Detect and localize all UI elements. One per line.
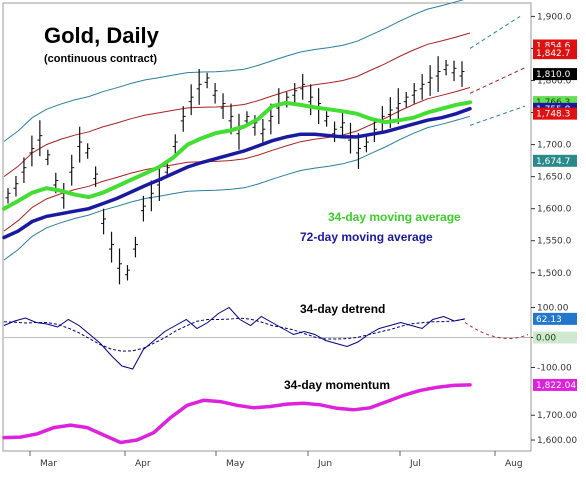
price-y-tick-label: 1,900.0 — [537, 12, 572, 22]
axis-panel: 1,900.01,850.01,800.01,750.01,700.01,650… — [3, 12, 577, 469]
price-badge — [533, 154, 577, 167]
ma72-line — [2, 106, 472, 240]
x-tick-label: May — [226, 459, 245, 469]
price-badge-label: 1,810.0 — [536, 70, 571, 80]
detrend-badge — [533, 331, 577, 344]
price-y-tick-label: 1,700.0 — [537, 141, 572, 151]
envelope-inner-lower — [3, 87, 471, 232]
legend-ma34: 34-day moving average — [328, 210, 461, 224]
momentum-title: 34-day momentum — [284, 378, 390, 392]
projection-outer-lower — [469, 105, 526, 126]
detrend-y-tick-label: -100.00 — [537, 364, 572, 374]
price-badge — [533, 107, 577, 120]
envelope-outer-upper — [3, 0, 465, 142]
price-panel — [2, 0, 526, 285]
projection-inner-upper — [469, 67, 526, 94]
price-y-tick-label: 1,800.0 — [537, 77, 572, 87]
x-tick-label: Mar — [40, 459, 57, 469]
momentum-y-tick-label: 1,700.00 — [537, 411, 577, 421]
x-tick-label: Jul — [409, 459, 421, 469]
price-y-tick-label: 1,650.0 — [537, 173, 572, 183]
price-y-tick-label: 1,600.0 — [537, 205, 572, 215]
detrend-smooth-line — [3, 317, 466, 352]
x-tick-label: Apr — [135, 459, 151, 469]
price-badge-label: 1,674.7 — [536, 157, 570, 167]
detrend-projection — [464, 322, 529, 339]
detrend-panel — [3, 306, 531, 370]
detrend-badge — [533, 312, 577, 325]
momentum-line — [2, 383, 472, 445]
detrend-badge-label: 0.00 — [536, 334, 556, 344]
price-y-tick-label: 1,500.0 — [537, 269, 572, 279]
legend-ma72: 72-day moving average — [300, 230, 433, 244]
detrend-line — [3, 306, 466, 370]
price-badge — [533, 68, 577, 81]
price-badge-label: 1,854.6 — [536, 42, 571, 52]
momentum-panel — [2, 383, 472, 445]
momentum-y-tick-label: 1,600.00 — [537, 436, 577, 446]
momentum-badge — [533, 378, 577, 391]
price-badge-label: 1,748.3 — [536, 110, 570, 120]
ma34-line — [2, 100, 472, 211]
chart-subtitle: (continuous contract) — [44, 53, 157, 65]
momentum-badge-label: 1,822.04 — [536, 381, 576, 391]
price-badge — [533, 47, 577, 60]
envelope-outer-lower — [3, 115, 471, 261]
x-tick-label: Aug — [505, 459, 523, 469]
chart-title: Gold, Daily — [44, 23, 160, 48]
detrend-title: 34-day detrend — [300, 302, 385, 316]
x-tick-label: Jun — [317, 459, 332, 469]
price-badge-label: 1,842.7 — [536, 49, 570, 59]
detrend-y-tick-label: 100.00 — [537, 304, 569, 314]
price-y-tick-label: 1,550.0 — [537, 237, 572, 247]
envelope-inner-upper — [3, 32, 471, 178]
detrend-badge-label: 62.13 — [536, 315, 562, 325]
projection-outer-upper — [469, 15, 521, 49]
